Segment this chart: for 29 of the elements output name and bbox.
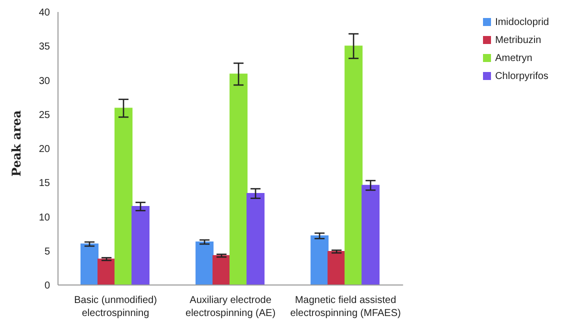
y-tick-label: 25 xyxy=(38,110,50,121)
bar xyxy=(344,46,363,285)
bar xyxy=(114,108,133,285)
y-tick-label: 40 xyxy=(38,8,50,19)
y-tick-label: 35 xyxy=(38,42,50,53)
bar xyxy=(362,184,380,285)
y-tick-label: 0 xyxy=(44,280,50,292)
x-tick-label: Magnetic field assisted electrospinning (MFAES) xyxy=(290,295,401,319)
legend-label: Imidocloprid xyxy=(495,17,549,28)
y-tick-label: 10 xyxy=(38,212,50,224)
bar xyxy=(230,74,248,285)
bar xyxy=(246,193,265,285)
y-tick-label: 20 xyxy=(38,144,50,156)
legend-label: Chlorpyrifos xyxy=(495,71,548,82)
bar xyxy=(196,242,214,285)
y-tick-label: 15 xyxy=(38,178,50,190)
x-tick-label: Basic (unmodified) electrospinning xyxy=(74,295,157,319)
x-tick-label: Auxiliary electrode electrospinning (AE) xyxy=(186,295,276,319)
legend-label: Ametryn xyxy=(495,53,532,64)
legend-label: Metribuzin xyxy=(495,35,542,46)
bar xyxy=(98,258,116,285)
bar xyxy=(310,235,329,285)
bar xyxy=(212,255,231,285)
bar xyxy=(80,244,99,285)
y-axis-title: Peak area xyxy=(9,110,24,176)
y-tick-label: 30 xyxy=(38,76,50,87)
bar xyxy=(132,206,150,285)
bar xyxy=(328,251,346,285)
y-tick-label: 5 xyxy=(44,246,50,258)
